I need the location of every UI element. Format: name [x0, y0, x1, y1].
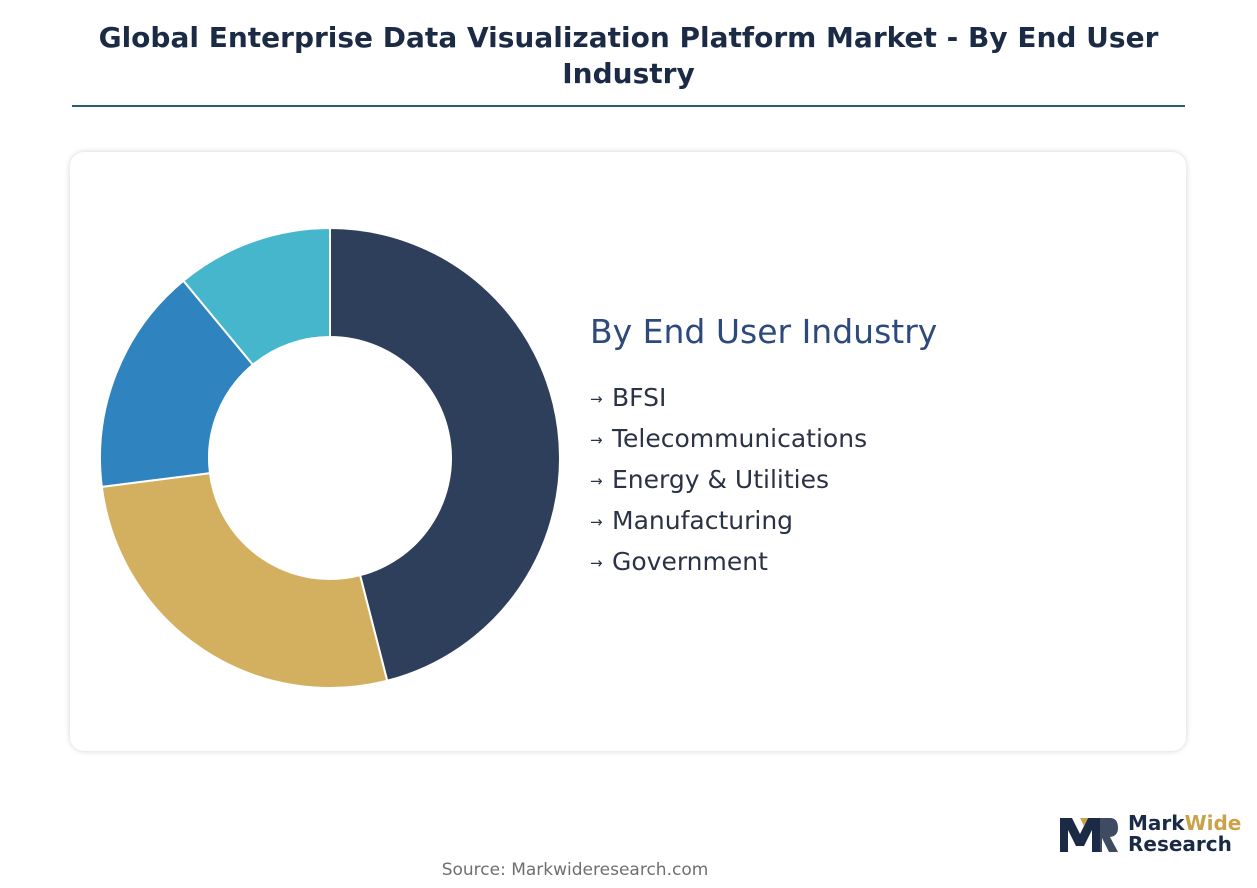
legend-item-label: BFSI	[612, 383, 667, 412]
slice-telecommunications	[100, 472, 389, 689]
legend-item-bfsi: → BFSI	[590, 377, 937, 418]
arrow-right-icon: →	[590, 472, 603, 490]
logo-word-mark: Mark	[1128, 811, 1185, 835]
logo-word-wide: Wide	[1184, 811, 1242, 835]
slice-energy-utilities	[99, 279, 255, 488]
legend-item-energy-utilities: → Energy & Utilities	[590, 459, 937, 500]
arrow-right-icon: →	[590, 554, 603, 572]
legend-item-telecommunications: → Telecommunications	[590, 418, 937, 459]
markwide-logo: MarkWide Research	[1058, 812, 1243, 857]
legend-item-government: → Government	[590, 541, 937, 582]
slice-manufacturing	[181, 226, 331, 367]
slice-bfsi	[329, 226, 561, 682]
legend-item-manufacturing: → Manufacturing	[590, 500, 937, 541]
legend-item-label: Government	[612, 547, 768, 576]
title-divider	[72, 105, 1185, 107]
legend-item-label: Manufacturing	[612, 506, 794, 535]
arrow-right-icon: →	[590, 390, 603, 408]
chart-card: By End User Industry → BFSI → Telecommunic…	[70, 152, 1186, 751]
legend: By End User Industry → BFSI → Telecommunic…	[590, 312, 937, 582]
legend-list: → BFSI → Telecommunications → Energy & Util…	[590, 377, 937, 582]
page-title: Global Enterprise Data Visualization Pla…	[98, 21, 1159, 90]
logo-line-1: MarkWide	[1128, 812, 1241, 834]
donut-chart	[99, 226, 561, 689]
arrow-right-icon: →	[590, 431, 603, 449]
logo-line-2: Research	[1128, 832, 1232, 856]
mr-logo-mark	[1060, 818, 1118, 852]
arrow-right-icon: →	[590, 513, 603, 531]
source-note: Source: Markwideresearch.com	[441, 860, 709, 880]
legend-item-label: Telecommunications	[612, 424, 868, 453]
legend-item-label: Energy & Utilities	[612, 465, 830, 494]
legend-title: By End User Industry	[590, 312, 938, 351]
